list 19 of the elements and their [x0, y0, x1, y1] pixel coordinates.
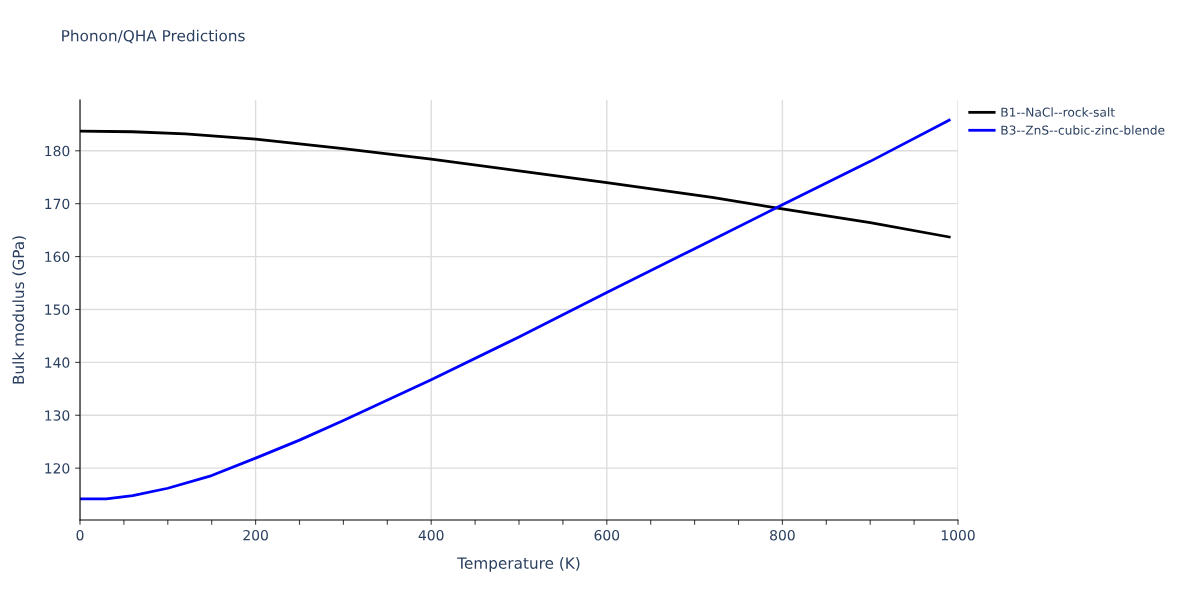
- x-tick-label: 200: [243, 529, 268, 541]
- x-tick-label: 0: [76, 529, 84, 541]
- y-tick-label: 160: [45, 251, 70, 263]
- y-tick-label: 140: [45, 357, 70, 368]
- x-tick-label: 600: [594, 529, 620, 541]
- y-tick-label: 180: [45, 145, 70, 157]
- y-tick-label: 150: [45, 304, 70, 315]
- y-tick-label: 130: [45, 410, 70, 421]
- x-tick-label: 800: [770, 529, 795, 541]
- y-tick-label: 120: [45, 463, 70, 474]
- y-axis-title: Bulk modulus (GPa): [12, 236, 26, 384]
- x-tick-label: 1000: [941, 529, 975, 541]
- line-series: [80, 118, 951, 501]
- x-tick-label: 400: [418, 529, 444, 541]
- y-tick-label: 170: [45, 198, 70, 210]
- legend-label: B3--ZnS--cubic-zinc-blende: [1001, 125, 1165, 135]
- legend-label: B1--NaCl--rock-salt: [1001, 107, 1115, 117]
- chart-title: Phonon/QHA Predictions: [62, 29, 245, 44]
- x-axis-title: Temperature (K): [457, 557, 580, 572]
